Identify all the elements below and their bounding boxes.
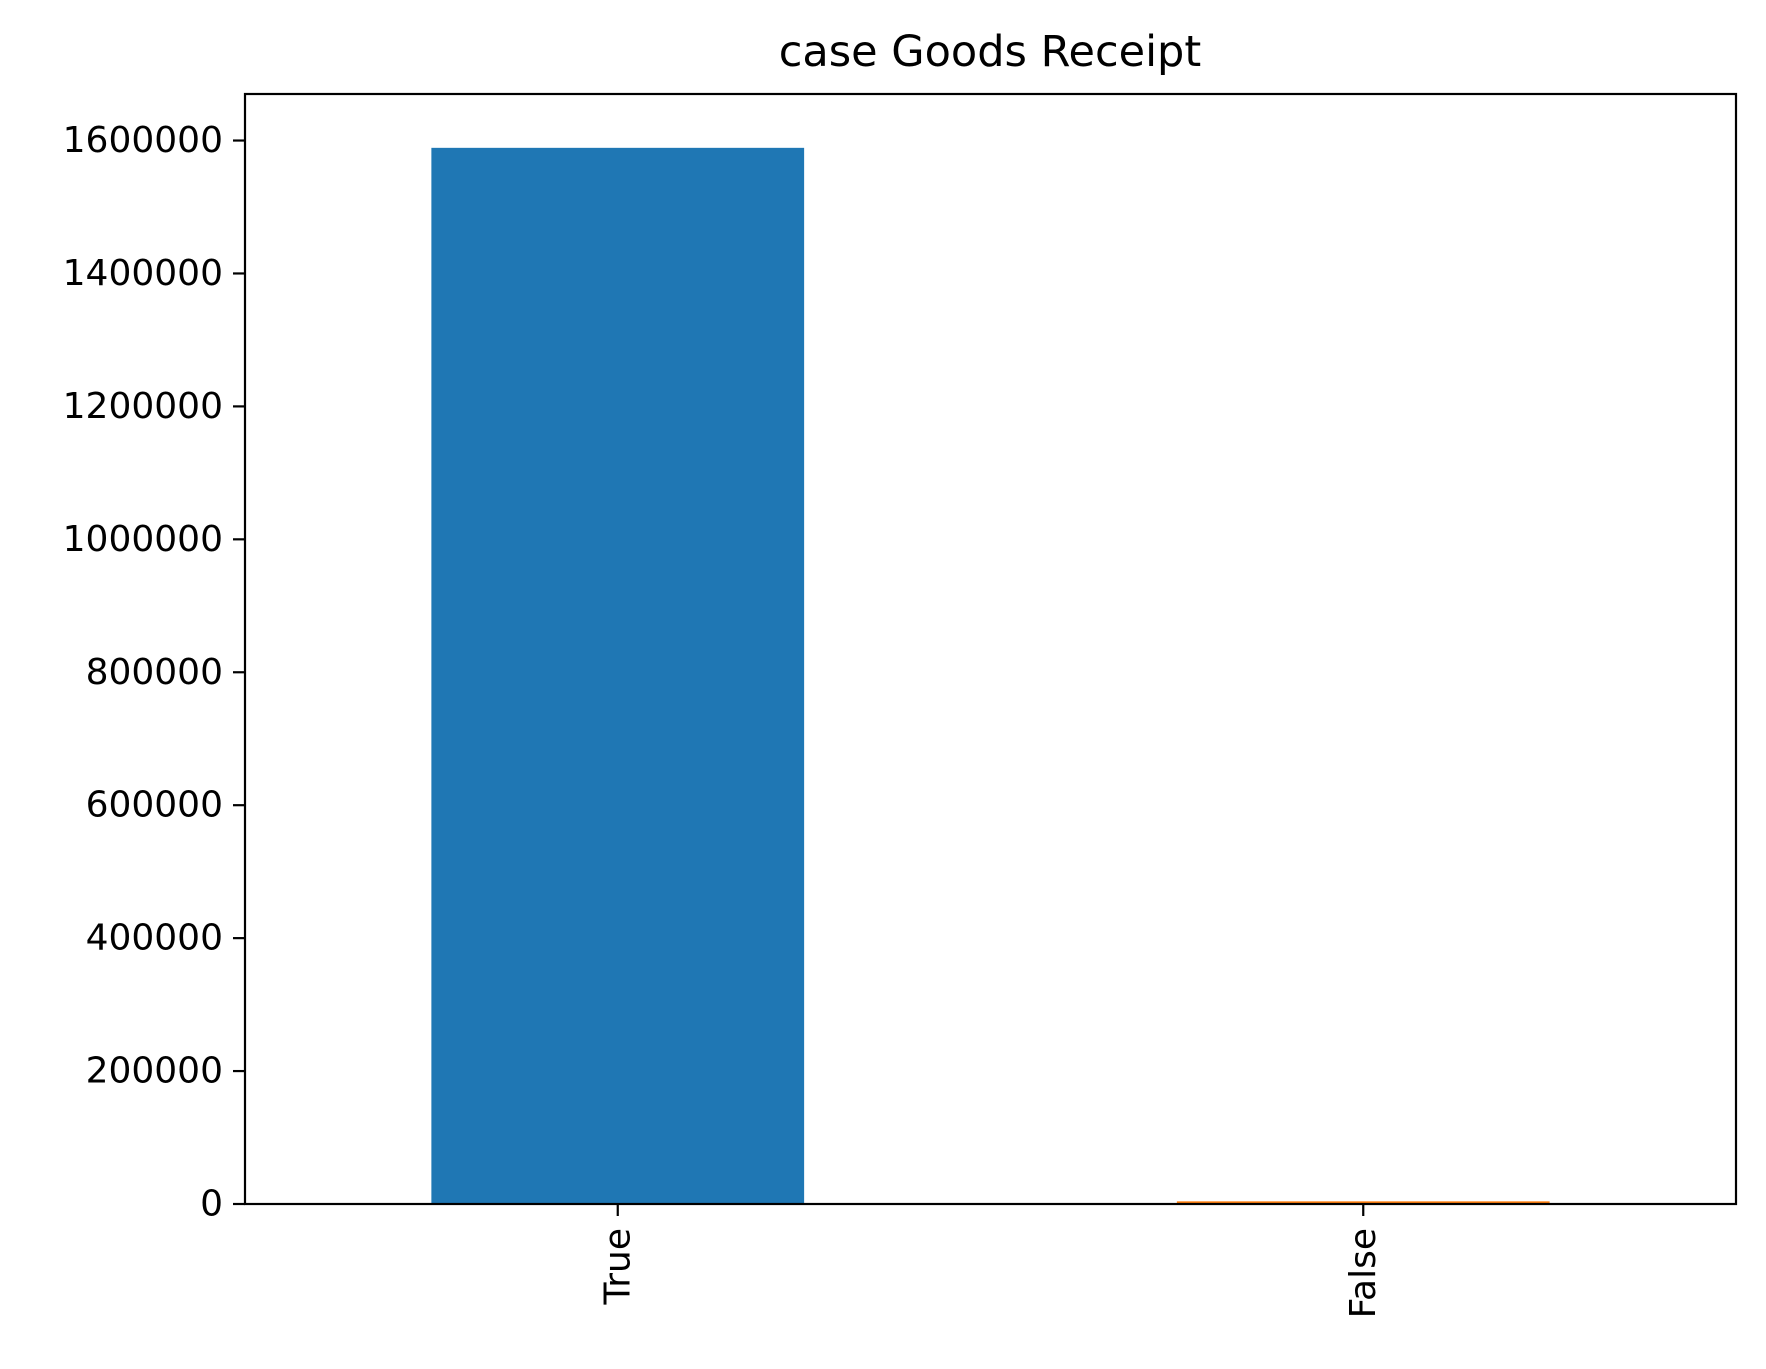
- x-axis: True False: [597, 1204, 1384, 1318]
- y-tick-label: 200000: [86, 1051, 223, 1092]
- plot-frame: [243, 92, 1738, 1206]
- y-axis: 0 200000 400000 600000 800000 1000000 1200000 1…: [63, 120, 245, 1225]
- y-tick-label: 1200000: [63, 386, 223, 427]
- x-tick-label-true: True: [597, 1228, 638, 1305]
- y-tick-label: 800000: [86, 652, 223, 693]
- y-tick-label: 0: [200, 1184, 223, 1225]
- bars-layer: [431, 147, 1550, 1204]
- y-tick-label: 1000000: [63, 519, 223, 560]
- x-tick-label-false: False: [1343, 1228, 1384, 1318]
- y-tick-label: 1600000: [63, 120, 223, 161]
- y-tick-label: 400000: [86, 918, 223, 959]
- bar-false: [1176, 1201, 1550, 1204]
- chart-title: case Goods Receipt: [779, 27, 1201, 77]
- y-tick-label: 600000: [86, 785, 223, 826]
- y-tick-label: 1400000: [63, 253, 223, 294]
- bar-true: [431, 147, 805, 1204]
